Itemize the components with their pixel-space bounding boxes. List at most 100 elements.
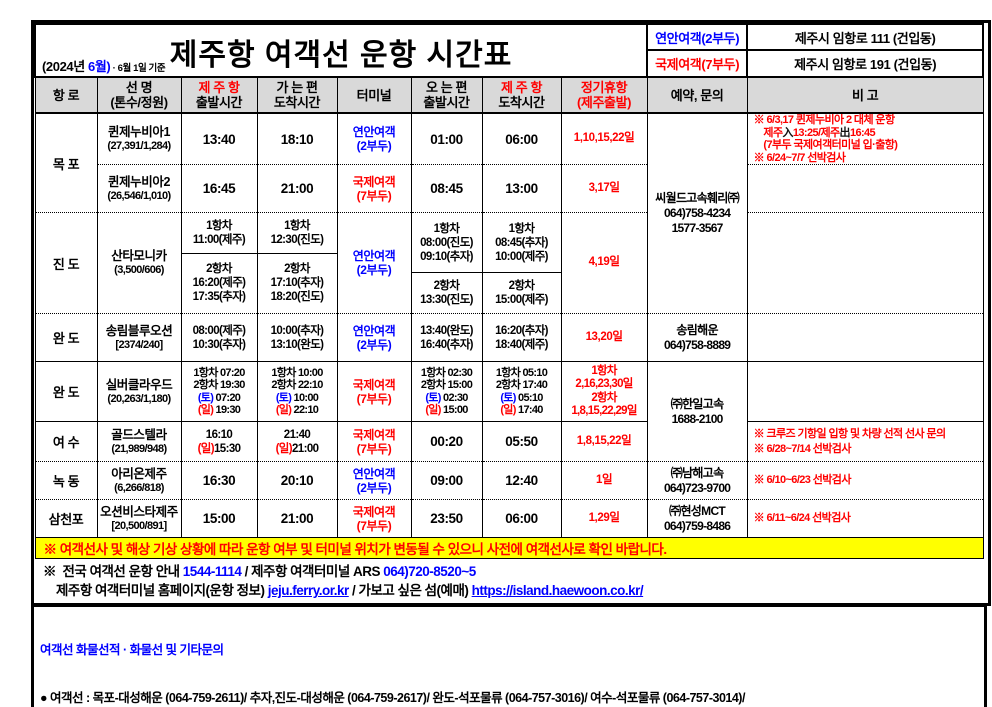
weather-warning-banner: ※ 여객선사 및 해상 기상 상황에 따라 운항 여부 및 터미널 위치가 변동… <box>34 537 984 559</box>
nokdong-route: 녹 동 <box>34 461 98 500</box>
seaworld-contact: 씨월드고속훼리㈜ 064)758-4234 1577-3567 <box>646 112 748 314</box>
yeosu-ret-depart: 00:20 <box>410 421 483 462</box>
period-year: (2024년 <box>42 59 89 74</box>
nokdong-terminal: 연안여객 (2부두) <box>336 461 412 500</box>
mokpo1-vessel: 퀸제누비아1 (27,391/1,284) <box>96 112 182 165</box>
wando2-go-arrive: 1항차 10:00 2항차 22:10 (토) 10:00 (일) 22:10 <box>256 361 338 422</box>
jindo-jeju-arrive-trip2: 2항차 15:00(제주) <box>483 272 560 312</box>
yeosu-jeju-arrive: 05:50 <box>481 421 562 462</box>
wando2-note <box>746 361 984 422</box>
mokpo2-depart: 16:45 <box>180 164 258 213</box>
yeosu-terminal: 국제여객 (7부두) <box>336 421 412 462</box>
nokdong-vessel: 아리온제주 (6,266/818) <box>96 461 182 500</box>
col-vessel: 선 명 (톤수/정원) <box>96 76 182 114</box>
hanil-contact: ㈜한일고속 1688-2100 <box>646 361 748 462</box>
jindo-jeju-arrive: 1항차 08:45(추자) 10:00(제주) 2항차 15:00(제주) <box>481 212 562 314</box>
row-mokpo-1: 목 포 퀸제누비아1 (27,391/1,284) 13:40 18:10 연안여… <box>34 112 984 314</box>
samcheonpo-depart: 15:00 <box>180 499 258 538</box>
wando1-depart: 08:00(제주) 10:30(추자) <box>180 313 258 362</box>
timetable-box: 제주항 여객선 운항 시간표 (2024년 6월) · 6월 1일 기준 연안여… <box>31 20 991 606</box>
info2-text-b: / 가보고 싶은 섬(예매) <box>348 583 472 598</box>
col-jeju-arrive: 제 주 항 도착시간 <box>481 76 562 114</box>
col-note: 비 고 <box>746 76 984 114</box>
row-samcheonpo: 삼천포 오션비스타제주 [20,500/891] 15:00 21:00 국제여객… <box>34 499 984 538</box>
jindo-terminal: 연안여객 (2부두) <box>336 212 412 314</box>
mokpo2-note <box>746 164 984 213</box>
wando1-vessel: 송림블루오션 [2374/240] <box>96 313 182 362</box>
mokpo1-holiday: 1,10,15,22일 <box>560 112 648 165</box>
col-return-depart: 오 는 편 출발시간 <box>410 76 483 114</box>
coastal-terminal-label: 연안여객(2부두) <box>646 23 749 51</box>
haewoon-island-link[interactable]: https://island.haewoon.co.kr/ <box>471 583 644 598</box>
jindo-ret-depart: 1항차 08:00(진도) 09:10(추자) 2항차 13:30(진도) <box>410 212 483 314</box>
wando2-depart: 1항차 07:20 2항차 19:30 (토) 07:20 (일) 19:30 <box>180 361 258 422</box>
info-lines: ※ 전국 여객선 운항 안내 1544-1114 / 제주항 여객터미널 ARS… <box>35 559 983 604</box>
jindo-depart-trip2: 2항차 16:20(제주) 17:35(추자) <box>182 252 256 313</box>
mokpo1-jeju-arrive: 06:00 <box>481 112 562 165</box>
wando2-holiday: 1항차 2,16,23,30일 2항차 1,8,15,22,29일 <box>560 361 648 422</box>
cargo-line-passenger: ● 여객선 : 목포-대성해운 (064-759-2611)/ 추자,진도-대성… <box>40 691 745 705</box>
wando1-route: 완 도 <box>34 313 98 362</box>
yeosu-holiday: 1,8,15,22일 <box>560 421 648 462</box>
row-wando-2: 완 도 실버클라우드 (20,263/1,180) 1항차 07:20 2항차 19… <box>34 361 984 462</box>
samcheonpo-jeju-arrive: 06:00 <box>481 499 562 538</box>
mokpo2-ret-depart: 08:45 <box>410 164 483 213</box>
cargo-contact-box: 여객선 화물선적 · 화물선 및 기타문의 ● 여객선 : 목포-대성해운 (0… <box>31 604 987 707</box>
col-depart: 제 주 항 출발시간 <box>180 76 258 114</box>
wando1-ret-depart: 13:40(완도) 16:40(추자) <box>410 313 483 362</box>
reference-date: (2024년 6월) · 6월 1일 기준 <box>42 56 166 75</box>
col-go-arrive: 가 는 편 도착시간 <box>256 76 338 114</box>
header-row: 항 로 선 명 (톤수/정원) 제 주 항 출발시간 가 는 편 도착시간 터미널 오… <box>34 76 984 114</box>
jindo-go-arrive-trip1: 1항차 12:30(진도) <box>270 219 324 246</box>
mokpo1-ret-depart: 01:00 <box>410 112 483 165</box>
yeosu-route: 여 수 <box>34 421 98 462</box>
jindo-holiday: 4,19일 <box>560 212 648 314</box>
namhae-contact: ㈜남해고속 064)723-9700 <box>646 461 748 500</box>
mokpo1-note: ※ 6/3,17 퀸제누비아 2 대체 운항 제주入13:25/제주出16:45… <box>746 112 984 165</box>
wando1-jeju-arrive: 16:20(추자) 18:40(제주) <box>481 313 562 362</box>
jindo-route: 진 도 <box>34 212 98 314</box>
row-mokpo-2: 퀸제누비아2 (26,546/1,010) 16:45 21:00 국제여객 (7부… <box>35 164 984 213</box>
info2-text-a: 제주항 여객터미널 홈페이지(운항 정보) <box>43 583 268 598</box>
international-terminal-label: 국제여객(7부두) <box>646 49 749 78</box>
nokdong-ret-depart: 09:00 <box>410 461 483 500</box>
row-jindo: 진 도 산타모니카 (3,500/606) 1항차 11:00(제주) 2항차 16:… <box>34 212 984 314</box>
jindo-go-arrive-trip2: 2항차 17:10(추자) 18:20(진도) <box>258 252 336 313</box>
wando2-jeju-arrive: 1항차 05:10 2항차 17:40 (토) 05:10 (일) 17:40 <box>481 361 562 422</box>
mokpo1-go-arrive: 18:10 <box>256 112 338 165</box>
samcheonpo-note: ※ 6/11~6/24 선박검사 <box>746 499 984 538</box>
nokdong-depart: 16:30 <box>180 461 258 500</box>
nokdong-go-arrive: 20:10 <box>256 461 338 500</box>
yeosu-note: ※ 크루즈 기항일 입항 및 차량 선적 선사 문의 ※ 6/28~7/14 선박… <box>746 421 984 462</box>
jindo-jeju-arrive-trip1: 1항차 08:45(추자) 10:00(제주) <box>495 222 548 263</box>
jindo-note <box>746 212 984 314</box>
hyunsung-contact: ㈜현성MCT 064)759-8486 <box>646 499 748 538</box>
nokdong-jeju-arrive: 12:40 <box>481 461 562 500</box>
wando1-go-arrive: 10:00(추자) 13:10(완도) <box>256 313 338 362</box>
cargo-contact-title: 여객선 화물선적 · 화물선 및 기타문의 <box>40 643 224 657</box>
jindo-ret-depart-trip1: 1항차 08:00(진도) 09:10(추자) <box>420 222 473 263</box>
title-cell: 제주항 여객선 운항 시간표 (2024년 6월) · 6월 1일 기준 <box>33 23 649 78</box>
ferry-timetable: 제주항 여객선 운항 시간표 (2024년 6월) · 6월 1일 기준 연안여… <box>33 23 985 604</box>
jeju-ferry-link[interactable]: jeju.ferry.or.kr <box>267 583 350 598</box>
info1-text-a: ※ 전국 여객선 운항 안내 <box>43 564 183 579</box>
wando2-route: 완 도 <box>34 361 98 422</box>
mokpo-route: 목 포 <box>34 112 98 213</box>
wando1-terminal: 연안여객 (2부두) <box>336 313 412 362</box>
row-wando-1: 완 도 송림블루오션 [2374/240] 08:00(제주) 10:30(추자) … <box>34 313 984 362</box>
national-ferry-phone: 1544-1114 <box>182 564 242 579</box>
samcheonpo-holiday: 1,29일 <box>560 499 648 538</box>
mokpo2-holiday: 3,17일 <box>560 164 648 213</box>
period-note: · 6월 1일 기준 <box>110 63 166 74</box>
jindo-go-arrive: 1항차 12:30(진도) 2항차 17:10(추자) 18:20(진도) <box>256 212 338 314</box>
mokpo2-go-arrive: 21:00 <box>256 164 338 213</box>
yeosu-depart: 16:10 (일)15:30 <box>180 421 258 462</box>
info-line-1: ※ 전국 여객선 운항 안내 1544-1114 / 제주항 여객터미널 ARS… <box>43 562 983 581</box>
jindo-vessel: 산타모니카 (3,500/606) <box>96 212 182 314</box>
coastal-terminal-address: 제주시 임항로 111 (건입동) <box>746 23 985 51</box>
col-route: 항 로 <box>34 76 98 114</box>
wando1-holiday: 13,20일 <box>560 313 648 362</box>
page-title: 제주항 여객선 운항 시간표 <box>169 38 513 72</box>
samcheonpo-route: 삼천포 <box>34 499 98 538</box>
